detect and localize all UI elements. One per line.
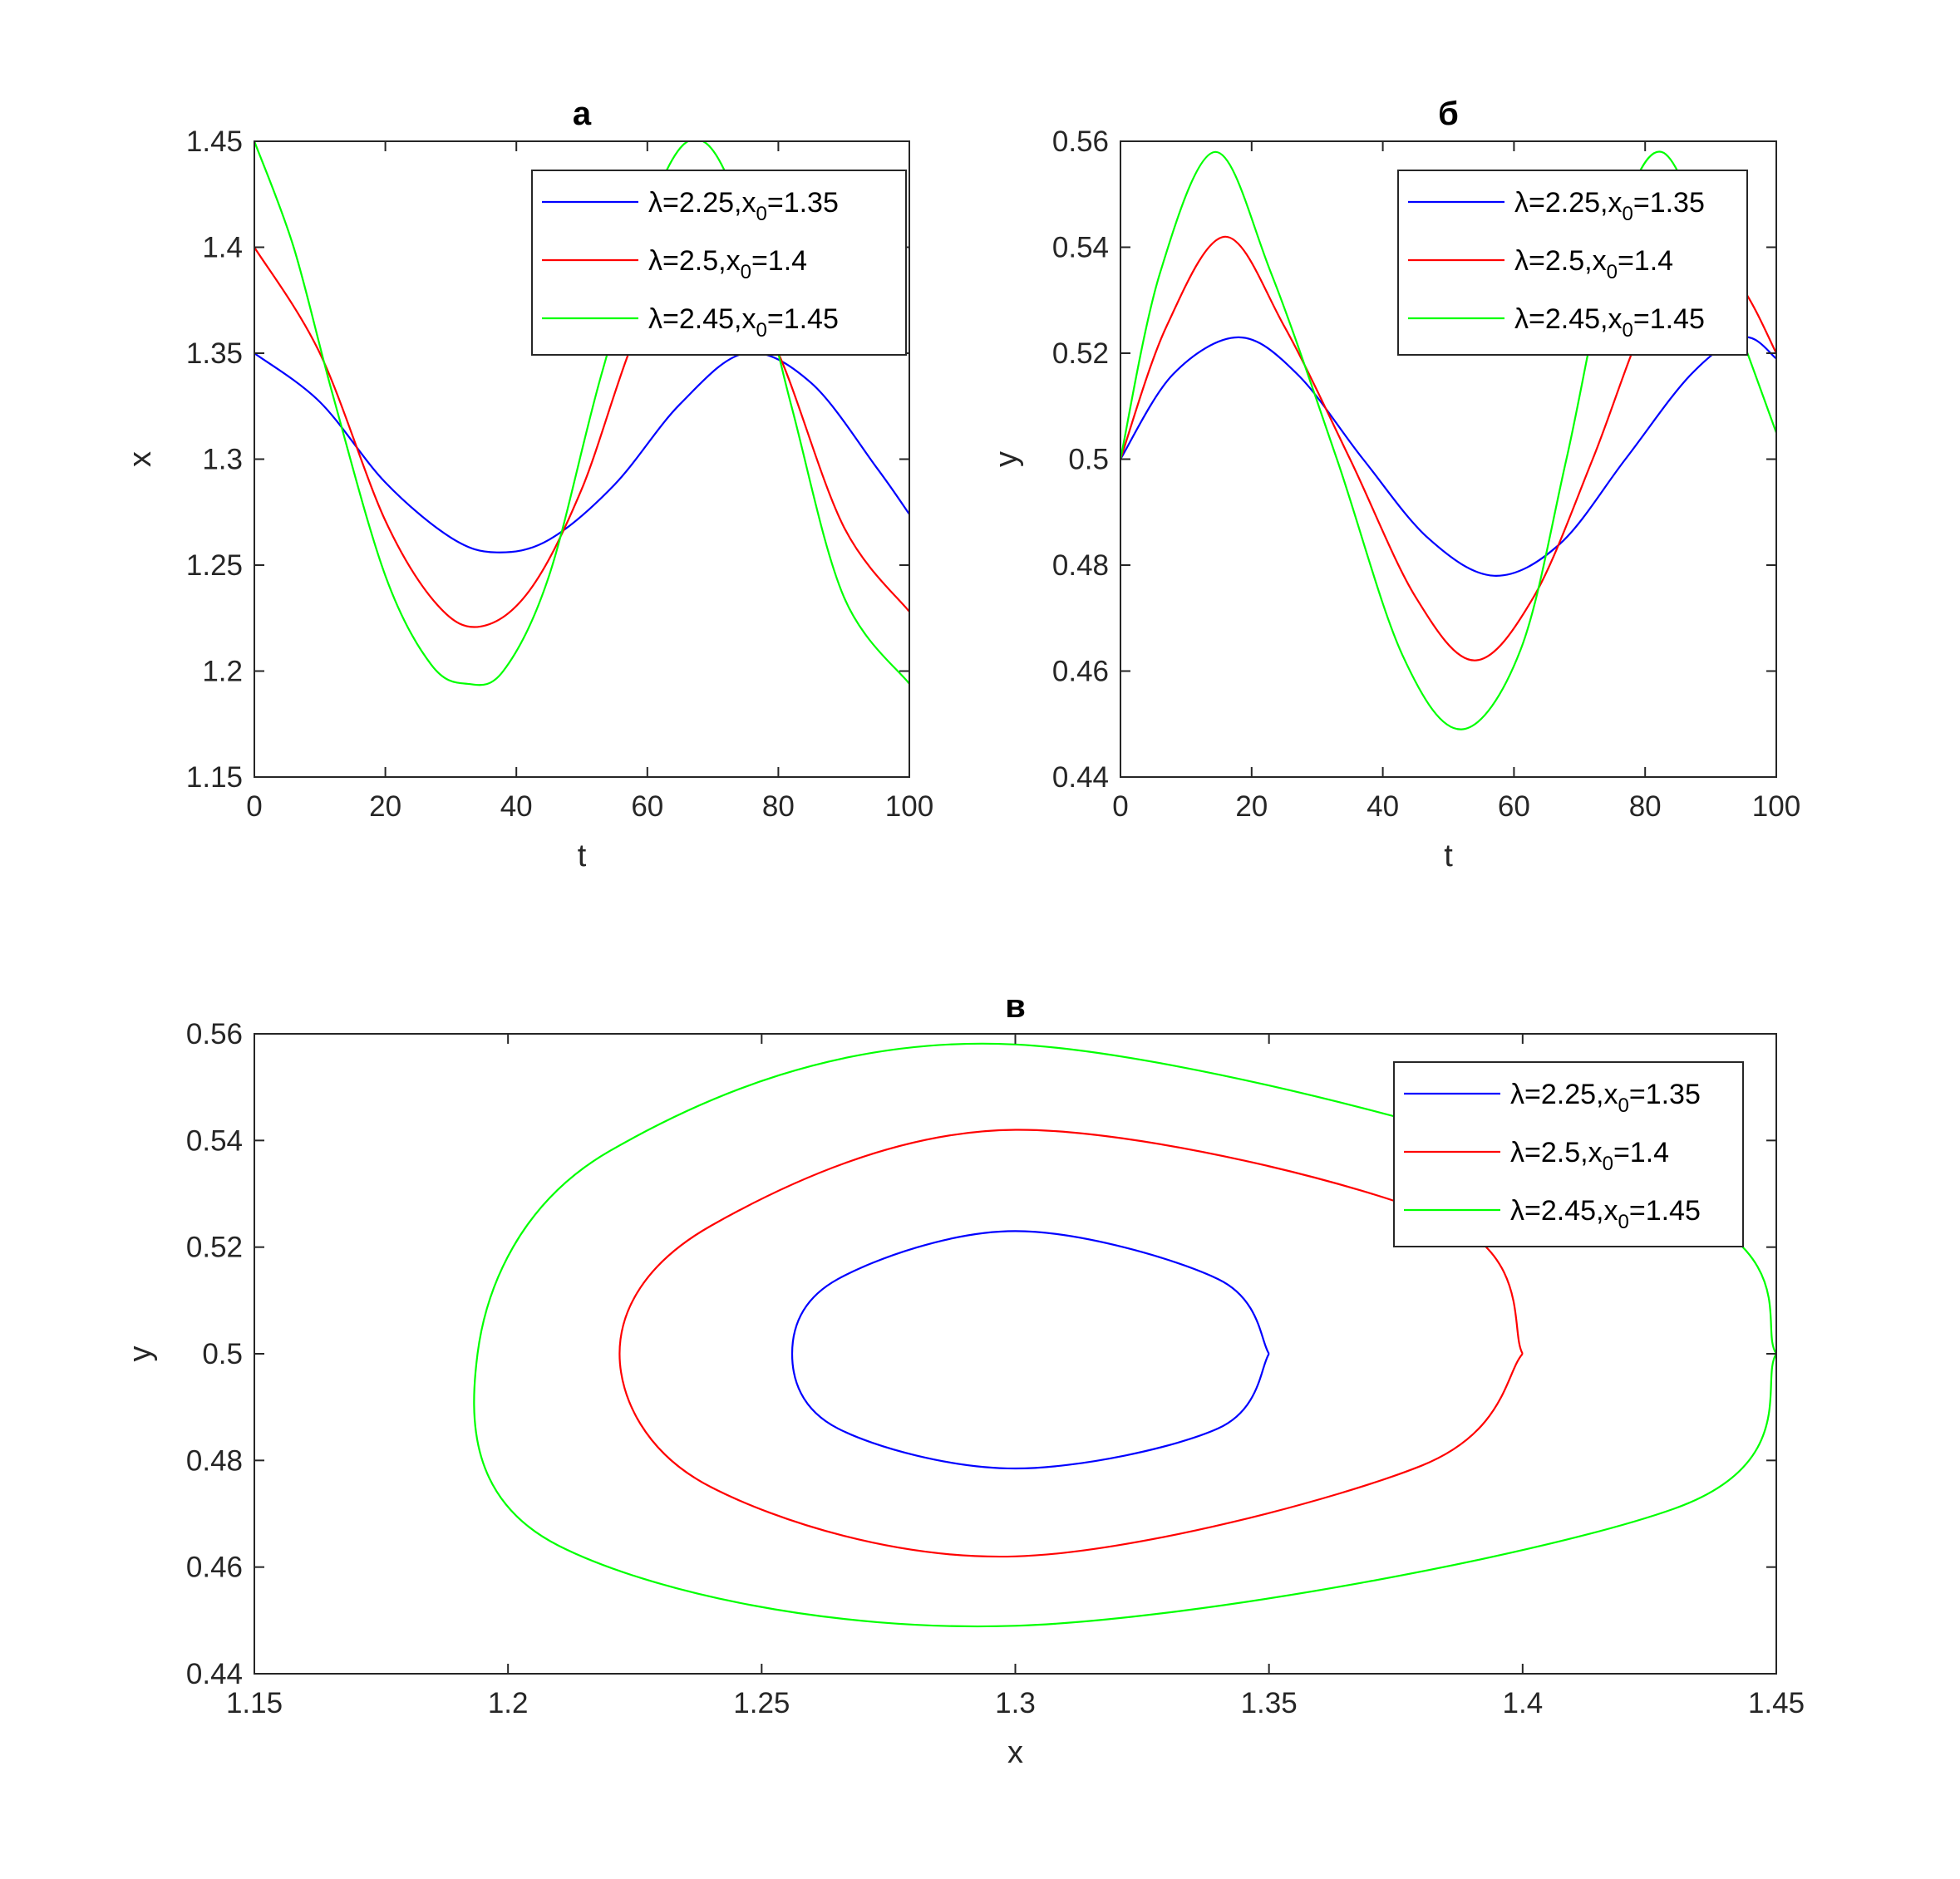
x-axis-label: x [1007,1735,1023,1770]
series-line-0 [254,352,909,553]
y-tick-label: 1.25 [186,549,243,582]
legend: λ=2.25,x0=1.35 λ=2.5,x0=1.4 λ=2.45,x0=1.45 [531,170,907,356]
legend-label: λ=2.5,x0=1.4 [648,245,807,283]
x-axis-label: t [1444,839,1453,873]
x-tick-label: 1.4 [1503,1687,1544,1719]
chart-title: a [573,96,592,132]
y-tick-label: 1.2 [202,656,243,688]
y-tick-label: 0.48 [186,1444,243,1477]
y-tick-label: 0.56 [1052,125,1109,158]
y-tick-label: 1.35 [186,337,243,370]
x-tick-label: 60 [1498,790,1530,823]
y-tick-label: 1.15 [186,761,243,794]
x-tick-label: 20 [1235,790,1268,823]
y-axis-label: y [123,1346,158,1362]
chart-title: б [1438,96,1459,132]
series-line-0 [1120,336,1776,577]
x-tick-label: 80 [1629,790,1662,823]
x-tick-label: 100 [1752,790,1800,823]
legend-label: λ=2.5,x0=1.4 [1510,1137,1669,1175]
legend: λ=2.25,x0=1.35 λ=2.5,x0=1.4 λ=2.45,x0=1.45 [1397,170,1748,356]
y-tick-label: 0.48 [1052,549,1109,582]
x-axis-label: t [578,839,587,873]
x-tick-label: 0 [246,790,262,823]
panel-2: 1.15 1.2 1.25 1.3 1.35 1.4 1.45 0.44 0.46 0.48 0.5… [123,988,1805,1770]
x-tick-label: 1.25 [733,1687,790,1719]
x-tick-label: 20 [369,790,401,823]
y-tick-label: 1.3 [202,444,243,476]
x-tick-label: 1.3 [995,1687,1036,1719]
y-tick-label: 0.54 [1052,232,1109,264]
y-tick-label: 0.46 [1052,656,1109,688]
legend-label: λ=2.5,x0=1.4 [1514,245,1673,283]
y-tick-label: 0.56 [186,1018,243,1050]
legend: λ=2.25,x0=1.35 λ=2.5,x0=1.4 λ=2.45,x0=1.45 [1393,1061,1744,1247]
y-tick-label: 0.44 [1052,761,1109,794]
x-tick-label: 80 [762,790,795,823]
series-line-2 [254,141,909,686]
x-tick-label: 1.45 [1748,1687,1805,1719]
y-tick-label: 1.45 [186,125,243,158]
panel-0: 0 20 40 60 80 100 1.15 1.2 1.25 1.3 1.35 1.4 1.45 a t x… [123,96,933,873]
x-tick-label: 0 [1112,790,1128,823]
chart-title: в [1005,988,1026,1025]
y-tick-label: 0.5 [202,1338,243,1370]
y-axis-label: y [989,451,1024,467]
x-tick-label: 40 [1367,790,1399,823]
y-tick-label: 0.44 [186,1658,243,1690]
legend-label: λ=2.25,x0=1.35 [1514,187,1705,225]
y-tick-label: 1.4 [202,232,243,264]
y-tick-label: 0.5 [1068,444,1109,476]
legend-label: λ=2.25,x0=1.35 [648,187,839,225]
legend-label: λ=2.25,x0=1.35 [1510,1079,1701,1117]
x-tick-label: 1.35 [1241,1687,1298,1719]
panel-1: 0 20 40 60 80 100 0.44 0.46 0.48 0.5 0.52 0.54 0.56 б… [989,96,1800,873]
y-tick-label: 0.52 [186,1232,243,1264]
legend-label: λ=2.45,x0=1.45 [1510,1195,1701,1233]
x-tick-label: 40 [500,790,533,823]
series-line-0 [790,1230,1270,1470]
series-line-1 [254,245,909,628]
y-tick-label: 0.52 [1052,337,1109,370]
x-tick-label: 1.15 [226,1687,283,1719]
series-line-2 [1120,150,1776,730]
x-tick-label: 100 [885,790,933,823]
legend-label: λ=2.45,x0=1.45 [648,303,839,342]
x-tick-label: 1.2 [488,1687,529,1719]
legend-label: λ=2.45,x0=1.45 [1514,303,1705,342]
series-line-1 [618,1129,1524,1558]
y-tick-label: 0.54 [186,1124,243,1157]
y-axis-label: x [123,451,158,467]
y-tick-label: 0.46 [186,1552,243,1584]
x-tick-label: 60 [631,790,663,823]
